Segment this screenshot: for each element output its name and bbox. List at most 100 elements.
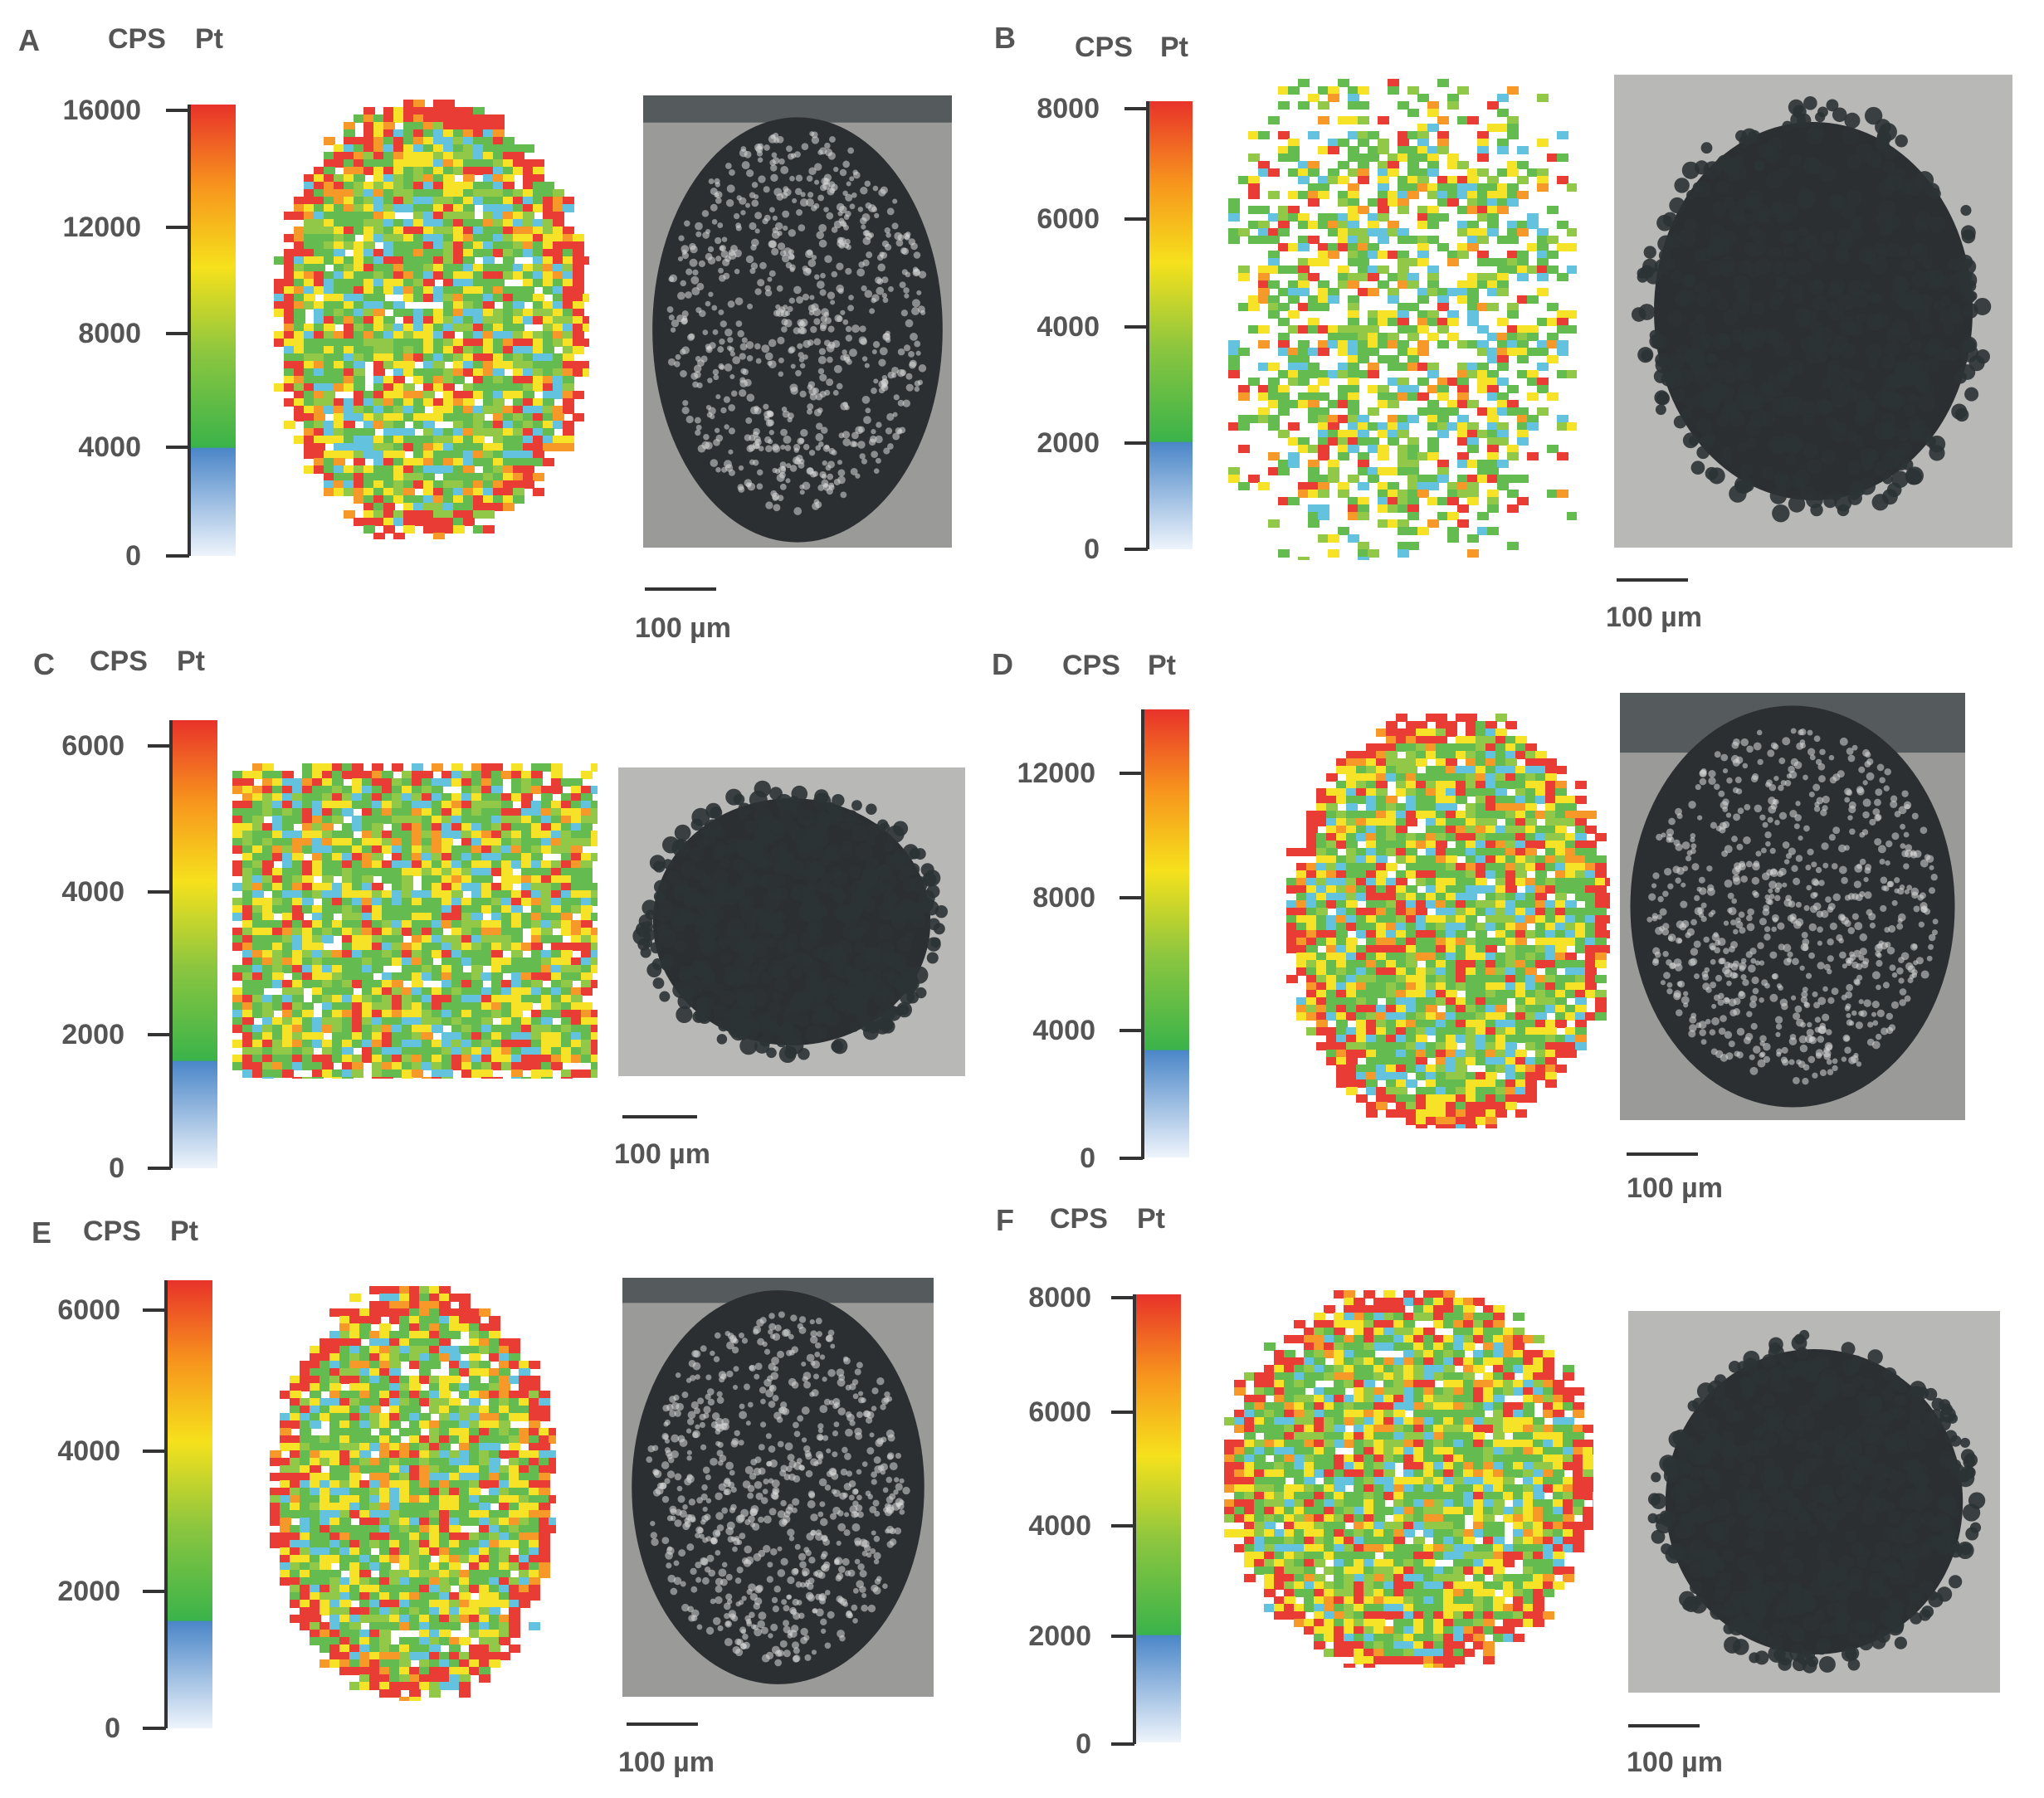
tick-mark (148, 744, 171, 748)
panel-label: A (18, 23, 40, 57)
tick-label: 0 (105, 1713, 120, 1744)
colorbar-element-label: Pt (170, 1216, 198, 1247)
tick-mark (1124, 325, 1148, 329)
pt-distribution-map (274, 100, 589, 539)
tick-label: 8000 (1032, 882, 1095, 914)
colorbar (1148, 101, 1193, 549)
pt-distribution-map (1224, 1290, 1593, 1668)
tick-label: 0 (1076, 1728, 1091, 1760)
tick-mark (166, 332, 189, 335)
colorbar-unit-label: CPS (1062, 650, 1120, 681)
tick-mark (1120, 1157, 1143, 1160)
tick-mark (148, 1167, 171, 1170)
scale-bar (1627, 1152, 1698, 1156)
tick-label: 4000 (61, 876, 124, 908)
tick-label: 0 (1084, 534, 1100, 565)
panel-e: E CPS Pt 6000 4000 2000 0 100 µm (0, 1203, 996, 1798)
tick-mark (1124, 548, 1148, 551)
tick-label: 6000 (1037, 203, 1100, 235)
microscope-image (643, 95, 952, 548)
tick-mark (1111, 1524, 1134, 1528)
tick-mark (166, 554, 189, 558)
colorbar-unit-label: CPS (1075, 32, 1133, 63)
tick-label: 6000 (57, 1294, 120, 1326)
panel-label: C (33, 647, 55, 681)
colorbar-axis (1146, 101, 1149, 549)
panel-b: B CPS Pt 8000 6000 4000 2000 0 100 µm (979, 0, 2044, 647)
panel-label: F (996, 1203, 1014, 1237)
tick-mark (1124, 441, 1148, 445)
tick-label: 12000 (62, 212, 141, 243)
tick-mark (148, 1033, 171, 1036)
colorbar-element-label: Pt (1148, 650, 1176, 681)
scale-bar (627, 1722, 698, 1726)
colorbar (189, 105, 236, 556)
microscope-image (622, 1278, 934, 1697)
tick-mark (1120, 772, 1143, 775)
colorbar-unit-label: CPS (108, 23, 166, 55)
tick-mark (166, 446, 189, 449)
scale-bar (622, 1115, 697, 1118)
tick-mark (1120, 896, 1143, 899)
colorbar-element-label: Pt (177, 646, 205, 677)
tick-mark (166, 109, 189, 112)
tick-mark (1111, 1411, 1134, 1414)
tick-label: 2000 (1028, 1620, 1091, 1652)
scale-bar (1617, 578, 1688, 582)
scale-label: 100 µm (618, 1747, 715, 1778)
tick-mark (1111, 1296, 1134, 1299)
panel-f: F CPS Pt 8000 6000 4000 2000 0 100 µm (979, 1203, 2044, 1798)
tick-label: 16000 (62, 95, 141, 126)
scale-label: 100 µm (614, 1138, 710, 1170)
colorbar-axis (164, 1280, 168, 1728)
tick-mark (143, 1450, 166, 1453)
tick-label: 2000 (57, 1576, 120, 1607)
colorbar (166, 1280, 212, 1728)
scale-label: 100 µm (635, 612, 731, 644)
colorbar (1143, 709, 1189, 1157)
tick-label: 6000 (1028, 1396, 1091, 1428)
colorbar-axis (169, 720, 173, 1168)
tick-mark (143, 1308, 166, 1312)
colorbar-axis (1133, 1294, 1136, 1744)
tick-mark (1124, 217, 1148, 221)
colorbar-element-label: Pt (1137, 1203, 1165, 1235)
tick-label: 4000 (1032, 1015, 1095, 1046)
microscope-image (1620, 693, 1965, 1120)
tick-label: 12000 (1017, 758, 1095, 789)
microscope-image (1628, 1311, 2000, 1693)
tick-mark (148, 890, 171, 894)
colorbar-unit-label: CPS (90, 646, 148, 677)
tick-label: 4000 (78, 431, 141, 463)
pt-distribution-map (1286, 714, 1610, 1128)
tick-mark (143, 1590, 166, 1593)
panel-a: A CPS Pt 16000 12000 8000 4000 0 100 µm (0, 0, 996, 647)
tick-label: 6000 (61, 730, 124, 762)
microscope-image (618, 767, 965, 1076)
scale-label: 100 µm (1606, 602, 1702, 633)
panel-label: E (32, 1216, 52, 1250)
colorbar-unit-label: CPS (1050, 1203, 1108, 1235)
scale-bar (1628, 1724, 1700, 1727)
tick-label: 0 (125, 540, 141, 572)
panel-c: C CPS Pt 6000 4000 2000 0 100 µm (0, 639, 996, 1203)
tick-label: 2000 (1037, 427, 1100, 459)
scale-label: 100 µm (1627, 1747, 1723, 1778)
tick-mark (1111, 1742, 1134, 1746)
panel-label: B (994, 21, 1016, 55)
tick-mark (1124, 107, 1148, 110)
tick-label: 0 (109, 1152, 124, 1184)
pt-distribution-map (1228, 79, 1577, 560)
scale-label: 100 µm (1627, 1172, 1723, 1204)
colorbar-axis (188, 105, 191, 556)
scale-bar (645, 587, 716, 591)
tick-label: 4000 (1028, 1510, 1091, 1542)
microscope-image (1614, 75, 2012, 548)
colorbar-element-label: Pt (195, 23, 223, 55)
tick-mark (1111, 1635, 1134, 1638)
colorbar-axis (1141, 709, 1144, 1159)
colorbar-unit-label: CPS (83, 1216, 141, 1247)
tick-mark (143, 1727, 166, 1730)
pt-distribution-map (232, 763, 598, 1079)
pt-distribution-map (270, 1286, 556, 1701)
